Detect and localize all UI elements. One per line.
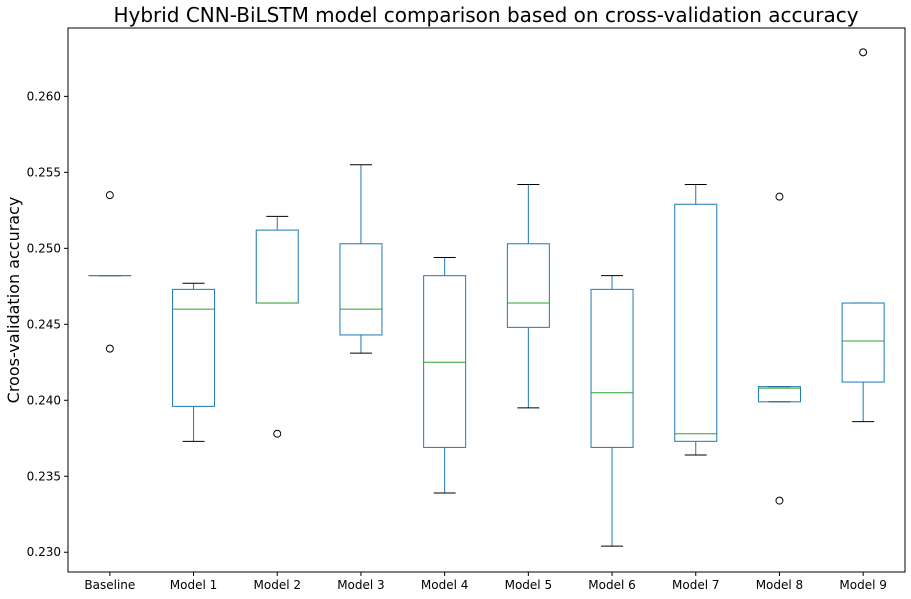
- y-axis-label: Croos-validation accuracy: [4, 197, 23, 404]
- x-tick-label: Model 6: [588, 578, 635, 592]
- box-group: [423, 256, 467, 494]
- box-group: [757, 192, 801, 505]
- x-tick-label: Model 8: [756, 578, 803, 592]
- y-tick-label: 0.255: [27, 165, 61, 179]
- box-group: [506, 184, 550, 409]
- iqr-box: [339, 243, 383, 336]
- iqr-box: [423, 275, 467, 448]
- y-tick-label: 0.260: [27, 89, 61, 103]
- box-group: [339, 164, 383, 354]
- y-tick-label: 0.240: [27, 393, 61, 407]
- outlier-point: [105, 191, 114, 200]
- iqr-box: [172, 288, 216, 407]
- axes: 0.230 0.235 0.240 0.245 0.250 0.255 0.260 Basel…: [27, 89, 887, 592]
- x-tick-label: Model 3: [337, 578, 384, 592]
- x-tick-label: Model 1: [170, 578, 217, 592]
- x-tick-label: Model 9: [839, 578, 886, 592]
- x-tick-label: Model 7: [672, 578, 719, 592]
- y-tick-label: 0.245: [27, 317, 61, 331]
- box-group: [590, 275, 634, 547]
- chart-title: Hybrid CNN-BiLSTM model comparison based…: [113, 3, 858, 27]
- outlier-point: [775, 496, 784, 505]
- box-group: [255, 215, 299, 438]
- y-tick-label: 0.235: [27, 469, 61, 483]
- y-tick-label: 0.250: [27, 241, 61, 255]
- outlier-point: [859, 48, 868, 57]
- iqr-box: [757, 386, 801, 403]
- iqr-box: [674, 203, 718, 442]
- box-group: [172, 282, 216, 442]
- x-tick-label: Model 5: [505, 578, 552, 592]
- box-group: [674, 184, 718, 456]
- iqr-box: [506, 243, 550, 328]
- plot-area: [88, 48, 885, 547]
- x-tick-label: Model 4: [421, 578, 468, 592]
- box-group: [841, 48, 885, 423]
- outlier-point: [273, 429, 282, 438]
- y-tick-label: 0.230: [27, 545, 61, 559]
- box-group: [88, 191, 132, 353]
- x-tick-label: Baseline: [84, 578, 135, 592]
- iqr-box: [590, 288, 634, 448]
- plot-frame: [67, 27, 906, 573]
- x-tick-label: Model 2: [254, 578, 301, 592]
- outlier-point: [775, 192, 784, 201]
- outlier-point: [105, 344, 114, 353]
- iqr-box: [841, 302, 885, 383]
